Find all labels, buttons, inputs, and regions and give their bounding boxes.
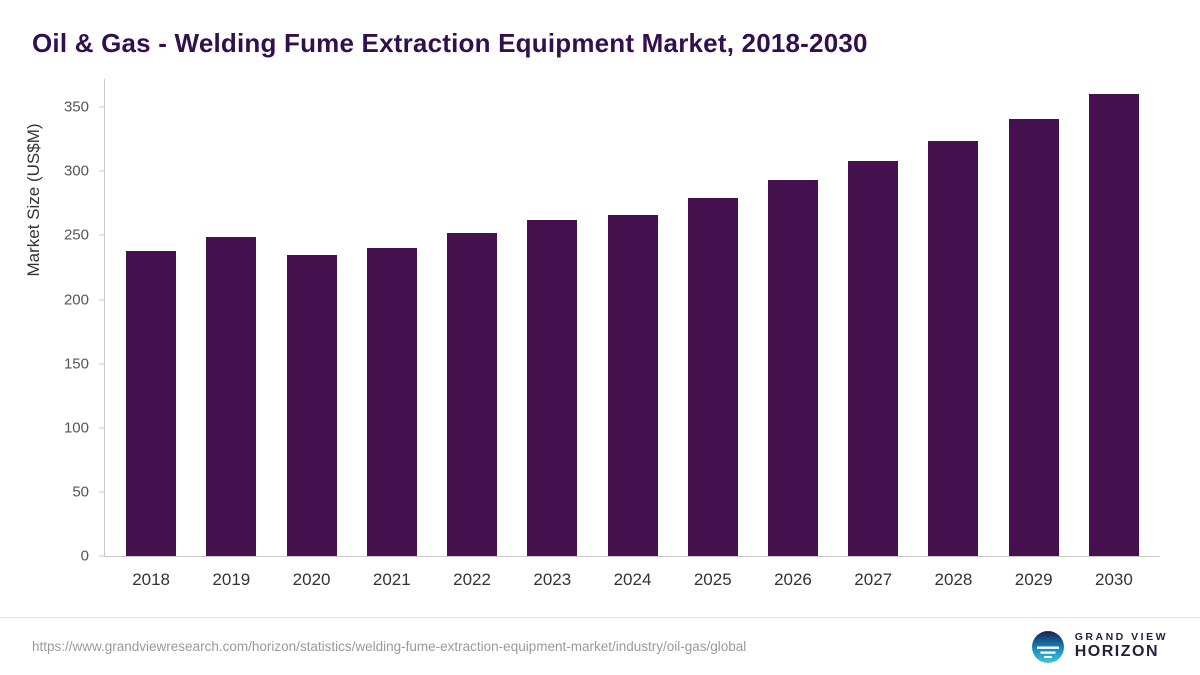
bar-column: 2022 [432,79,512,589]
y-tick-label: 50 [72,483,89,501]
bar-column: 2018 [111,79,191,589]
y-tick-label: 300 [63,162,89,180]
y-tick: 50 [72,483,105,500]
bar-column: 2025 [673,79,753,589]
bar-column: 2030 [1074,79,1154,589]
y-tick-mark [99,491,105,493]
bar-column: 2026 [753,79,833,589]
bar [206,236,257,556]
x-tick-label: 2026 [774,570,812,589]
plot-wrap: 2018 2019 2020 2021 2022 2023 2024 2025 2026 2027… [64,79,1160,589]
bar [447,232,498,556]
y-tick: 100 [64,419,105,436]
bar-column: 2019 [191,79,271,589]
chart-title: Oil & Gas - Welding Fume Extraction Equi… [32,28,868,58]
bar [126,250,177,556]
y-tick: 0 [81,548,105,565]
y-tick-mark [99,170,105,172]
x-tick-label: 2028 [934,570,973,589]
x-tick-label: 2021 [372,570,411,589]
bar [527,220,578,556]
bar-column: 2028 [913,79,993,589]
x-tick-label: 2018 [132,570,171,589]
y-tick: 350 [64,99,105,116]
y-tick-label: 200 [63,291,89,309]
bar [1088,94,1139,556]
x-tick-label: 2020 [292,570,331,589]
y-tick-mark [99,363,105,365]
brand-logo: GRAND VIEW HORIZON [1031,630,1168,664]
bar-column: 2027 [833,79,913,589]
bar-column: 2024 [592,79,672,589]
x-tick-label: 2029 [1014,570,1053,589]
x-tick-label: 2030 [1095,570,1133,589]
y-tick-label: 150 [63,355,89,373]
bar [767,180,818,556]
bar-column: 2029 [994,79,1074,589]
brand-top-label: GRAND VIEW [1074,630,1168,643]
brand-bottom-label: HORIZON [1074,643,1160,661]
bars-container: 2018 2019 2020 2021 2022 2023 2024 2025 2026 2027… [105,79,1160,589]
y-tick-label: 0 [80,547,89,565]
x-tick-label: 2027 [854,570,893,589]
y-tick: 200 [64,291,105,308]
y-tick-mark [99,427,105,429]
bar-column: 2020 [271,79,351,589]
bar [286,254,337,556]
y-tick-mark [99,106,105,108]
bar [1008,118,1059,556]
y-axis-label: Market Size (US$M) [24,123,43,277]
source-link[interactable]: https://www.grandviewresearch.com/horizo… [32,639,747,654]
y-tick: 250 [64,227,105,244]
x-tick-label: 2024 [613,570,652,589]
footer: https://www.grandviewresearch.com/horizo… [0,617,1200,675]
x-tick-label: 2022 [453,570,491,589]
brand-text: GRAND VIEW HORIZON [1074,630,1168,661]
x-tick-label: 2025 [693,570,732,589]
y-tick-label: 350 [63,98,89,116]
x-tick-label: 2019 [212,570,251,589]
bar [928,140,979,556]
y-tick-mark [99,299,105,301]
bar-column: 2021 [352,79,432,589]
y-tick: 300 [64,163,105,180]
bar-column: 2023 [512,79,592,589]
plot-area: 2018 2019 2020 2021 2022 2023 2024 2025 2026 2027… [64,79,1160,589]
x-tick-label: 2023 [533,570,572,589]
y-tick-label: 250 [63,226,89,244]
y-tick-mark [99,555,105,557]
bar [848,161,899,556]
chart-region: Market Size (US$M) 2018 2019 2020 2021 2022 2… [24,69,1160,617]
y-tick-mark [99,234,105,236]
y-tick-label: 100 [63,419,89,437]
bar [366,248,417,556]
bar [687,198,738,556]
bar [607,214,658,556]
horizon-logo-icon [1031,630,1065,664]
y-tick: 150 [64,355,105,372]
